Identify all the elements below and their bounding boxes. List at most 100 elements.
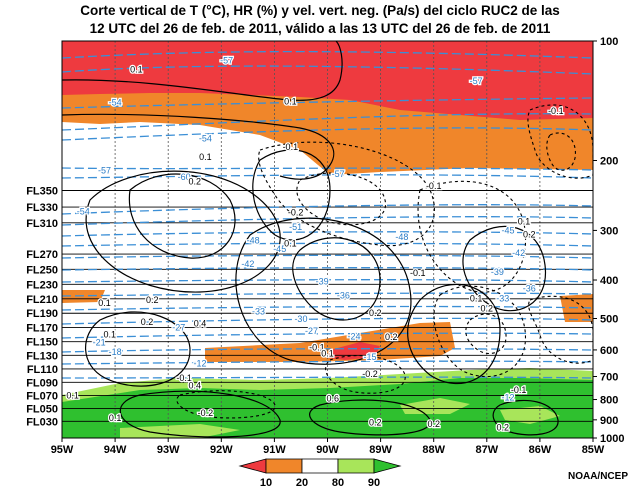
- x-axis: 95W 94W 93W 92W 91W 90W 89W 88W 87W 86W 85W: [51, 438, 605, 456]
- velocity-label: 0.2: [427, 419, 440, 429]
- velocity-label: 0.4: [188, 381, 201, 391]
- velocity-label: 0.2: [141, 317, 154, 327]
- velocity-label: 0.1: [321, 349, 334, 359]
- temperature-label: -54: [109, 98, 122, 108]
- velocity-label: 0.2: [146, 295, 159, 305]
- legend-swatch: [373, 458, 402, 474]
- temperature-label: -42: [241, 259, 254, 269]
- temperature-label: -21: [93, 338, 106, 348]
- flight-level-label: FL350: [26, 186, 58, 198]
- velocity-label: -0.1: [176, 373, 192, 383]
- flight-level-label: FL310: [26, 218, 58, 230]
- x-tick-label: 89W: [369, 444, 392, 456]
- temperature-label: -33: [496, 293, 509, 303]
- temperature-label: -48: [395, 232, 408, 242]
- temperature-label: -36: [337, 290, 350, 300]
- flight-level-label: FL070: [26, 391, 58, 403]
- x-tick-label: 87W: [475, 444, 498, 456]
- temperature-label: -39: [491, 267, 504, 277]
- velocity-label: -0.1: [548, 106, 564, 116]
- temperature-label: -60: [178, 172, 191, 182]
- chart-title-line-2: 12 UTC del 26 de feb. de 2011, válido a …: [89, 21, 551, 36]
- velocity-label: 0.2: [369, 417, 382, 427]
- x-tick-label: 93W: [157, 444, 180, 456]
- flight-level-label: FL050: [26, 404, 58, 416]
- chart-title-line-1: Corte vertical de T (°C), HR (%) y vel. …: [80, 3, 560, 18]
- flight-level-label: FL270: [26, 249, 58, 261]
- flight-level-label: FL130: [26, 350, 58, 362]
- flight-level-label: FL030: [26, 416, 58, 428]
- flight-level-label: FL150: [26, 337, 58, 349]
- velocity-label: 0.2: [481, 304, 494, 314]
- velocity-label: -0.2: [362, 369, 378, 379]
- velocity-label: -0.2: [288, 207, 304, 217]
- velocity-labels: 0.10.1-0.1-0.10.10.2 -0.1-0.20.10.20.1-0.…: [65, 63, 565, 433]
- x-tick-label: 95W: [51, 444, 74, 456]
- credit-label: NOAA/NCEP: [567, 471, 628, 482]
- temperature-label: -33: [252, 306, 265, 316]
- legend-swatch: [301, 458, 339, 474]
- negative-velocity-contours: [176, 104, 593, 419]
- temperature-label: -45: [502, 225, 515, 235]
- temperature-label: -27: [172, 323, 185, 333]
- pressure-tick-label: 700: [600, 372, 618, 384]
- velocity-label: 0.2: [369, 308, 382, 318]
- temperature-label: -27: [305, 326, 318, 336]
- flight-level-label: FL330: [26, 202, 58, 214]
- temperature-label: -51: [289, 222, 302, 232]
- velocity-label: 0.2: [385, 332, 398, 342]
- pressure-tick-label: 200: [600, 156, 618, 168]
- velocity-label: 0.1: [109, 413, 122, 423]
- x-tick-label: 88W: [422, 444, 445, 456]
- temperature-label: -57: [332, 169, 345, 179]
- flight-level-label: FL250: [26, 264, 58, 276]
- temperature-isotherms: [62, 50, 593, 379]
- velocity-label: -0.2: [198, 408, 214, 418]
- flight-level-label: FL090: [26, 377, 58, 389]
- velocity-label: 0.2: [523, 229, 536, 239]
- velocity-label: 0.4: [194, 318, 207, 328]
- legend-swatch: [337, 458, 375, 474]
- flight-level-axis: FL350 FL330 FL310 FL270 FL250 FL230 FL210 FL190…: [26, 186, 58, 429]
- velocity-label: 0.6: [327, 393, 340, 403]
- x-tick-label: 91W: [263, 444, 286, 456]
- velocity-label: 0.2: [496, 422, 509, 432]
- velocity-label: -0.1: [283, 142, 299, 152]
- temperature-label: -30: [294, 314, 307, 324]
- x-tick-label: 94W: [104, 444, 127, 456]
- velocity-label: -0.1: [309, 342, 325, 352]
- velocity-label: 0.2: [188, 177, 201, 187]
- pressure-tick-label: 1000: [600, 433, 624, 445]
- temperature-label: -54: [199, 133, 212, 143]
- velocity-label: 0.1: [470, 293, 483, 303]
- temperature-label: -57: [220, 56, 233, 66]
- temperature-label: -12: [194, 359, 207, 369]
- pressure-tick-label: 300: [600, 225, 618, 237]
- temperature-label: -39: [316, 276, 329, 286]
- flight-level-label: FL170: [26, 323, 58, 335]
- legend-label: 80: [332, 477, 344, 489]
- velocity-label: -0.1: [426, 181, 442, 191]
- temperature-label: -45: [273, 244, 286, 254]
- velocity-label: 0.1: [199, 152, 212, 162]
- flight-level-label: FL230: [26, 279, 58, 291]
- flight-level-label: FL210: [26, 294, 58, 306]
- temperature-labels: -57-57-54-54-57-60 -57-54-51-48-45-42-39-…: [75, 54, 537, 403]
- legend-label: 20: [296, 477, 308, 489]
- temperature-label: -57: [98, 166, 111, 176]
- velocity-label: 0.1: [98, 298, 111, 308]
- temperature-label: -15: [363, 352, 376, 362]
- pressure-tick-label: 100: [600, 36, 618, 48]
- temperature-label: -36: [523, 283, 536, 293]
- temperature-label: -42: [512, 248, 525, 258]
- legend-label: 90: [368, 477, 380, 489]
- vertical-velocity-contours: [62, 41, 559, 438]
- temperature-label: -54: [77, 207, 90, 217]
- velocity-label: -0.1: [511, 385, 527, 395]
- pressure-axis: 100 200 300 400 500 600 700 800 900 1000: [593, 36, 624, 445]
- temperature-label: -18: [109, 347, 122, 357]
- pressure-tick-label: 400: [600, 275, 618, 287]
- velocity-label: 0.1: [104, 329, 117, 339]
- x-tick-label: 86W: [529, 444, 552, 456]
